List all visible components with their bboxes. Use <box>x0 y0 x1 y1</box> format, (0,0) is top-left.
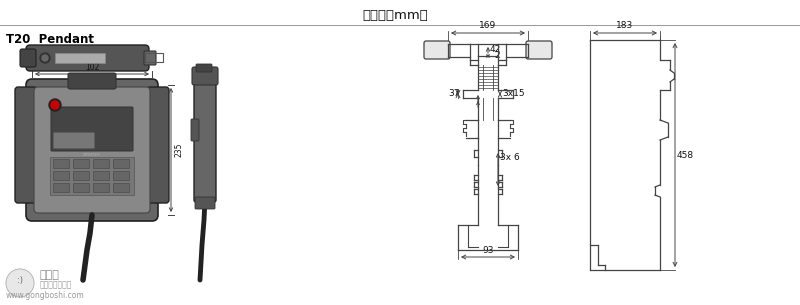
Bar <box>55 53 105 63</box>
FancyBboxPatch shape <box>20 49 36 67</box>
FancyBboxPatch shape <box>147 87 169 203</box>
Bar <box>73 159 89 168</box>
Text: 102: 102 <box>85 63 99 72</box>
Bar <box>113 171 129 180</box>
FancyBboxPatch shape <box>34 87 150 213</box>
Circle shape <box>42 55 48 61</box>
Bar <box>113 159 129 168</box>
FancyBboxPatch shape <box>194 78 216 202</box>
Text: 93: 93 <box>482 246 494 255</box>
Bar <box>113 183 129 192</box>
Text: 183: 183 <box>616 21 634 30</box>
FancyBboxPatch shape <box>195 197 215 209</box>
Text: 169: 169 <box>479 21 497 30</box>
Bar <box>53 183 69 192</box>
FancyBboxPatch shape <box>526 41 552 59</box>
Text: T20  Pendant: T20 Pendant <box>6 33 94 46</box>
Text: 工博士: 工博士 <box>40 270 60 280</box>
Text: 42: 42 <box>490 45 502 54</box>
Text: （单位：mm）: （单位：mm） <box>362 9 428 22</box>
FancyBboxPatch shape <box>15 87 37 203</box>
FancyBboxPatch shape <box>424 41 450 59</box>
Bar <box>93 171 109 180</box>
FancyBboxPatch shape <box>196 64 212 72</box>
Bar <box>93 159 109 168</box>
Bar <box>145 53 163 62</box>
Text: omron: omron <box>83 152 101 157</box>
Bar <box>50 157 134 195</box>
Text: 37: 37 <box>449 89 460 99</box>
FancyBboxPatch shape <box>144 51 156 65</box>
FancyBboxPatch shape <box>54 132 94 149</box>
Bar <box>93 183 109 192</box>
Text: 2: 2 <box>494 52 500 60</box>
Text: www.gongboshi.com: www.gongboshi.com <box>6 290 85 300</box>
Bar <box>73 171 89 180</box>
FancyBboxPatch shape <box>51 107 133 151</box>
FancyBboxPatch shape <box>26 45 149 71</box>
Bar <box>73 183 89 192</box>
Circle shape <box>40 53 50 63</box>
FancyBboxPatch shape <box>192 67 218 85</box>
Text: 智能工厂服务商: 智能工厂服务商 <box>40 281 72 289</box>
Text: 3x 6: 3x 6 <box>500 153 520 163</box>
FancyBboxPatch shape <box>68 73 116 89</box>
FancyBboxPatch shape <box>191 119 199 141</box>
Circle shape <box>51 101 59 109</box>
Circle shape <box>6 269 34 297</box>
FancyBboxPatch shape <box>26 79 158 221</box>
Circle shape <box>49 99 61 111</box>
Text: 3x15: 3x15 <box>502 89 525 99</box>
Bar <box>53 171 69 180</box>
Text: 458: 458 <box>677 150 694 160</box>
Text: 235: 235 <box>174 143 183 157</box>
Bar <box>53 159 69 168</box>
Text: :): :) <box>17 277 23 285</box>
